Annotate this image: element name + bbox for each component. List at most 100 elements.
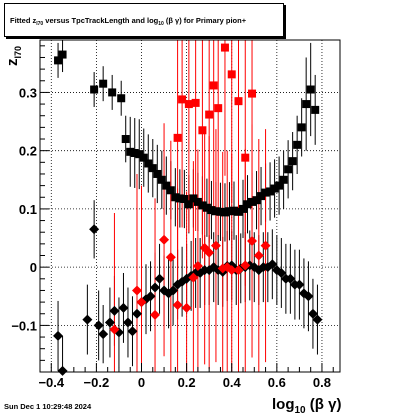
data-point (127, 326, 138, 337)
tick-labels: −0.4 −0.2 0 0.2 0.4 0.6 0.8 −0.1 0 0.1 0.2 0.3 (11, 85, 331, 390)
data-point (209, 81, 218, 90)
data-point (279, 175, 288, 184)
series-markers-2 (53, 224, 323, 376)
data-point (234, 207, 243, 216)
data-point (248, 89, 257, 98)
data-point (288, 157, 297, 166)
data-point (266, 187, 275, 196)
data-point (198, 201, 207, 210)
data-point (229, 206, 238, 215)
x-tick-label: 0 (138, 375, 145, 390)
data-point (311, 105, 320, 114)
data-point (171, 193, 180, 202)
data-point (211, 207, 220, 216)
data-point (154, 273, 165, 284)
data-point (131, 285, 142, 296)
data-point (193, 197, 202, 206)
data-point (234, 97, 243, 106)
data-point (220, 43, 229, 52)
data-point (130, 148, 139, 157)
y-tick-label: 0.1 (19, 202, 37, 217)
data-point (166, 186, 175, 195)
title-box: Fitted zI70 versus TpcTrackLength and lo… (4, 3, 284, 37)
y-tick-label: 0.2 (19, 144, 37, 159)
data-point (293, 140, 302, 149)
data-point (136, 297, 147, 308)
data-point (239, 204, 248, 213)
x-tick-label: −0.2 (84, 375, 110, 390)
data-point (240, 260, 251, 271)
data-point (90, 85, 99, 94)
data-point (165, 252, 176, 263)
data-point (159, 234, 170, 245)
data-point (247, 235, 258, 246)
data-point (312, 314, 323, 325)
data-point (205, 110, 214, 119)
x-axis-title: log10 (β γ) (272, 396, 341, 414)
data-point (175, 194, 184, 203)
data-point (275, 181, 284, 190)
data-point (225, 207, 234, 216)
data-point (53, 330, 64, 341)
data-point (253, 250, 264, 261)
data-point (302, 100, 311, 109)
plot-frame (39, 39, 341, 373)
data-point (162, 181, 171, 190)
data-point (192, 260, 203, 271)
data-point (188, 272, 199, 283)
timestamp-footer: Sun Dec 1 10:29:48 2024 (4, 402, 92, 411)
data-point (118, 302, 129, 313)
chart-title: Fitted zI70 versus TpcTrackLength and lo… (10, 16, 247, 27)
series-3 (113, 123, 267, 372)
data-point (157, 175, 166, 184)
data-point (241, 153, 250, 162)
data-point (148, 164, 157, 173)
data-point (216, 207, 225, 216)
data-point (178, 95, 187, 104)
data-point (150, 309, 161, 320)
data-point (139, 153, 148, 162)
data-point (153, 169, 162, 178)
data-point (58, 50, 67, 59)
series-markers-1 (173, 43, 257, 162)
data-point (267, 259, 278, 270)
data-point (93, 320, 104, 331)
data-point (150, 282, 161, 293)
data-point (276, 267, 287, 278)
x-tick-label: 0.8 (313, 375, 331, 390)
series-markers-3 (109, 234, 271, 335)
data-point (214, 104, 223, 113)
data-point (99, 79, 108, 88)
data-point (210, 240, 221, 251)
data-point (168, 285, 179, 296)
data-point (181, 302, 192, 313)
data-point (145, 291, 156, 302)
y-tick-label: 0.3 (19, 85, 37, 100)
data-point (184, 100, 193, 109)
data-point (89, 224, 100, 235)
data-point (226, 265, 237, 276)
x-tick-label: 0.4 (223, 375, 242, 390)
data-point (104, 317, 115, 328)
data-point (260, 240, 271, 251)
data-point (144, 159, 153, 168)
data-point (121, 135, 130, 144)
data-point (82, 314, 93, 325)
data-point (270, 184, 279, 193)
x-tick-label: 0.6 (268, 375, 286, 390)
data-point (122, 317, 133, 328)
data-point (252, 196, 261, 205)
data-point (220, 208, 229, 217)
data-point (135, 150, 144, 159)
data-point (227, 70, 236, 79)
data-point (54, 56, 63, 65)
data-series (53, 40, 323, 376)
data-point (108, 88, 117, 97)
y-tick-label: 0 (30, 260, 37, 275)
data-point (126, 147, 135, 156)
data-point (207, 206, 216, 215)
y-tick-label: −0.1 (11, 318, 37, 333)
data-point (307, 308, 318, 319)
data-point (198, 126, 207, 135)
